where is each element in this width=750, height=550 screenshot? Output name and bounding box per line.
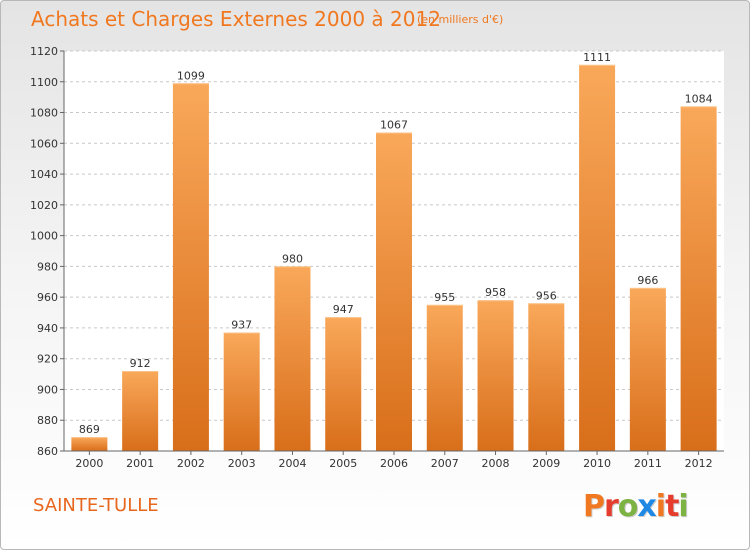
- x-tick-label: 2011: [634, 457, 662, 470]
- y-tick-label: 1020: [30, 199, 58, 212]
- bar: [629, 287, 666, 451]
- x-tick-label: 2006: [380, 457, 408, 470]
- data-label: 1067: [380, 119, 408, 132]
- data-label: 947: [333, 303, 354, 316]
- x-tick-label: 2009: [532, 457, 560, 470]
- bar: [680, 106, 717, 451]
- bar: [325, 317, 362, 451]
- data-label: 980: [282, 252, 303, 265]
- city-name: SAINTE-TULLE: [33, 495, 159, 516]
- y-tick-label: 980: [37, 260, 58, 273]
- bar: [579, 64, 616, 451]
- data-label: 966: [637, 274, 658, 287]
- x-tick-label: 2010: [583, 457, 611, 470]
- bar: [172, 83, 209, 452]
- x-tick-label: 2003: [228, 457, 256, 470]
- data-label: 869: [79, 423, 100, 436]
- logo-letter: t: [665, 489, 679, 524]
- x-tick-label: 2007: [431, 457, 459, 470]
- data-label: 912: [130, 357, 151, 370]
- bar: [426, 304, 463, 451]
- y-tick-label: 1060: [30, 137, 58, 150]
- bar: [71, 437, 108, 451]
- bar: [223, 332, 260, 451]
- proxiti-logo: Proxiti: [583, 489, 689, 524]
- y-tick-label: 1080: [30, 107, 58, 120]
- y-tick-label: 900: [37, 383, 58, 396]
- data-label: 1099: [177, 69, 205, 82]
- chart-subtitle: (en milliers d'€): [417, 13, 504, 26]
- y-tick-label: 1000: [30, 230, 58, 243]
- y-tick-label: 1040: [30, 168, 58, 181]
- data-label: 937: [231, 319, 252, 332]
- x-tick-label: 2012: [685, 457, 713, 470]
- y-tick-label: 860: [37, 445, 58, 458]
- x-tick-label: 2008: [482, 457, 510, 470]
- x-tick-label: 2000: [75, 457, 103, 470]
- data-label: 1084: [685, 92, 713, 105]
- logo-letter: r: [604, 489, 619, 524]
- data-label: 955: [434, 291, 455, 304]
- y-tick-label: 940: [37, 322, 58, 335]
- x-tick-label: 2005: [329, 457, 357, 470]
- data-label: 1111: [583, 51, 611, 64]
- chart-title: Achats et Charges Externes 2000 à 2012: [31, 7, 441, 31]
- bar: [477, 300, 514, 451]
- bar: [274, 266, 311, 451]
- bar: [528, 303, 565, 451]
- logo-letter: x: [637, 489, 656, 524]
- x-tick-label: 2004: [278, 457, 306, 470]
- logo-letter: i: [655, 489, 666, 524]
- bar: [122, 371, 159, 451]
- logo-letter: o: [617, 489, 639, 524]
- logo-letter: i: [678, 489, 688, 524]
- y-tick-label: 960: [37, 291, 58, 304]
- x-tick-label: 2002: [177, 457, 205, 470]
- y-tick-label: 920: [37, 353, 58, 366]
- logo-letter: P: [583, 489, 605, 524]
- data-label: 958: [485, 286, 506, 299]
- bar: [376, 132, 412, 452]
- data-label: 956: [536, 289, 557, 302]
- y-tick-label: 1120: [30, 45, 58, 58]
- x-tick-label: 2001: [126, 457, 154, 470]
- y-tick-label: 880: [37, 414, 58, 427]
- y-tick-label: 1100: [30, 76, 58, 89]
